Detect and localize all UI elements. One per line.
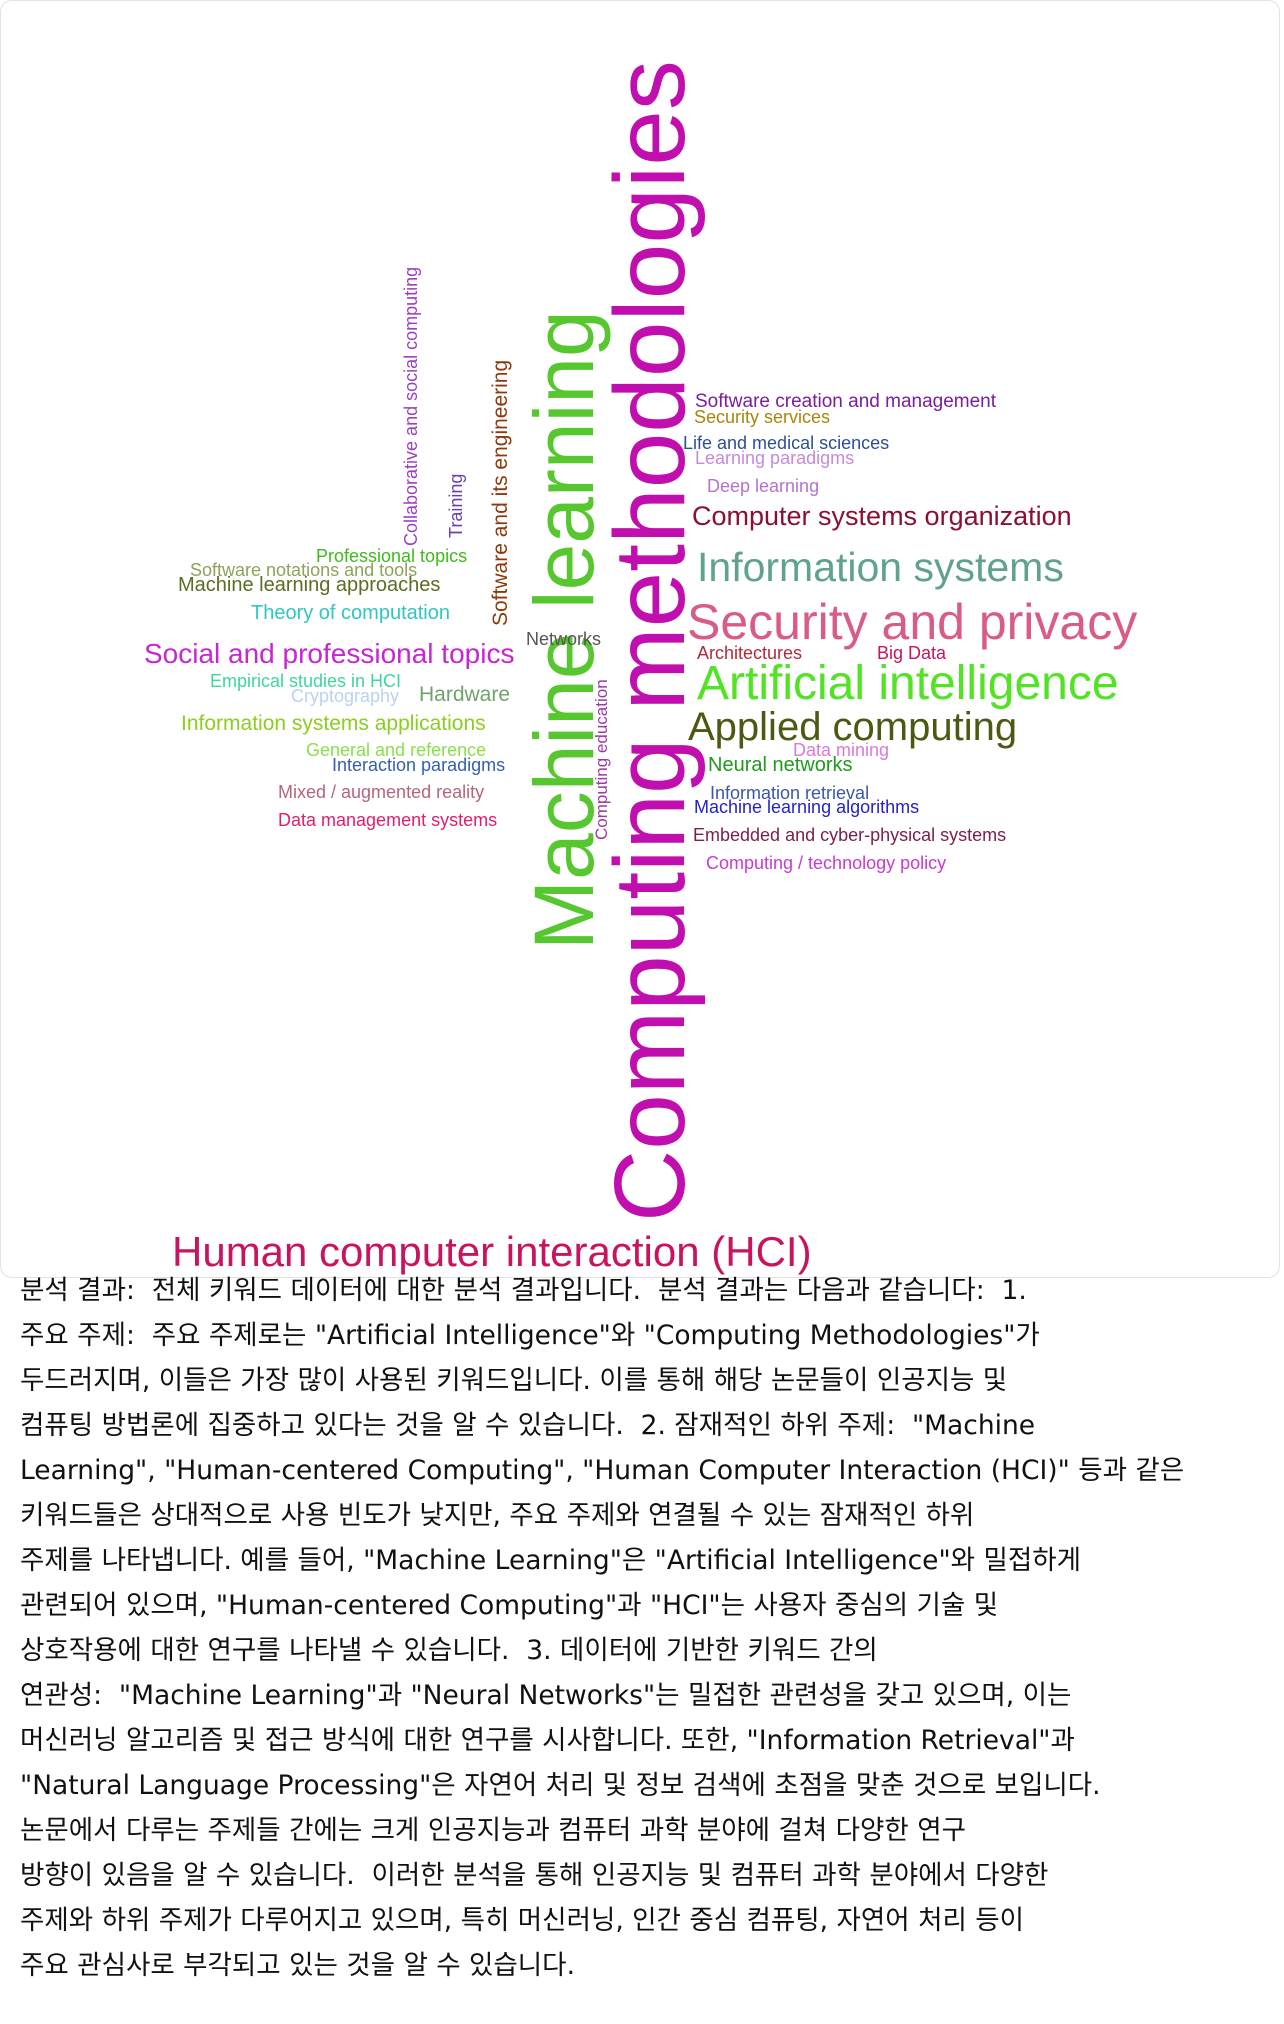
word-software-creation-management: Software creation and management: [695, 391, 997, 412]
word-cryptography: Cryptography: [291, 686, 400, 706]
word-learning-paradigms: Learning paradigms: [695, 448, 855, 468]
word-artificial-intelligence: Artificial intelligence: [697, 657, 1119, 710]
wordcloud-card: [0, 0, 1280, 1278]
word-hardware: Hardware: [419, 683, 511, 706]
word-mixed-augmented-reality: Mixed / augmented reality: [278, 782, 485, 802]
word-professional-topics: Professional topics: [316, 546, 468, 566]
word-information-systems: Information systems: [697, 544, 1064, 590]
word-theory-of-computation: Theory of computation: [251, 602, 450, 624]
word-data-mining: Data mining: [793, 740, 890, 760]
word-software-notations-tools: Software notations and tools: [190, 560, 418, 580]
word-software-engineering: Software and its engineering: [489, 359, 512, 626]
word-applied-computing: Applied computing: [688, 705, 1018, 749]
word-ml-algorithms: Machine learning algorithms: [694, 797, 920, 817]
word-computing-technology-policy: Computing / technology policy: [706, 853, 947, 873]
word-empirical-studies-hci: Empirical studies in HCI: [210, 671, 402, 691]
word-networks: Networks: [526, 629, 602, 649]
word-life-medical-sciences: Life and medical sciences: [683, 433, 890, 453]
word-info-systems-applications: Information systems applications: [181, 712, 486, 735]
word-computing-methodologies: Computing methodologies: [594, 60, 706, 1222]
word-training: Training: [446, 473, 466, 538]
word-social-professional-topics: Social and professional topics: [144, 638, 515, 669]
word-computer-systems-organization: Computer systems organization: [692, 501, 1072, 531]
word-security-privacy: Security and privacy: [687, 594, 1138, 650]
word-hci: Human computer interaction (HCI): [172, 1228, 812, 1275]
word-neural-networks: Neural networks: [708, 754, 853, 776]
word-architectures: Architectures: [697, 643, 803, 663]
word-security-services: Security services: [694, 407, 831, 427]
word-general-reference: General and reference: [306, 740, 487, 760]
word-big-data: Big Data: [877, 643, 947, 663]
word-deep-learning: Deep learning: [707, 476, 820, 496]
word-embedded-cyber-physical: Embedded and cyber-physical systems: [693, 825, 1007, 845]
word-ml-approaches: Machine learning approaches: [178, 574, 441, 596]
word-information-retrieval: Information retrieval: [710, 783, 870, 803]
word-collaborative-social-computing: Collaborative and social computing: [401, 266, 421, 546]
word-computing-education: Computing education: [592, 679, 611, 840]
wordcloud: Computing methodologies Machine learning H…: [144, 60, 1138, 1275]
word-interaction-paradigms: Interaction paradigms: [332, 755, 506, 775]
word-data-management-systems: Data management systems: [278, 810, 498, 830]
analysis-text: 분석 결과: 전체 키워드 데이터에 대한 분석 결과입니다. 분석 결과는 다…: [20, 1275, 1185, 1981]
